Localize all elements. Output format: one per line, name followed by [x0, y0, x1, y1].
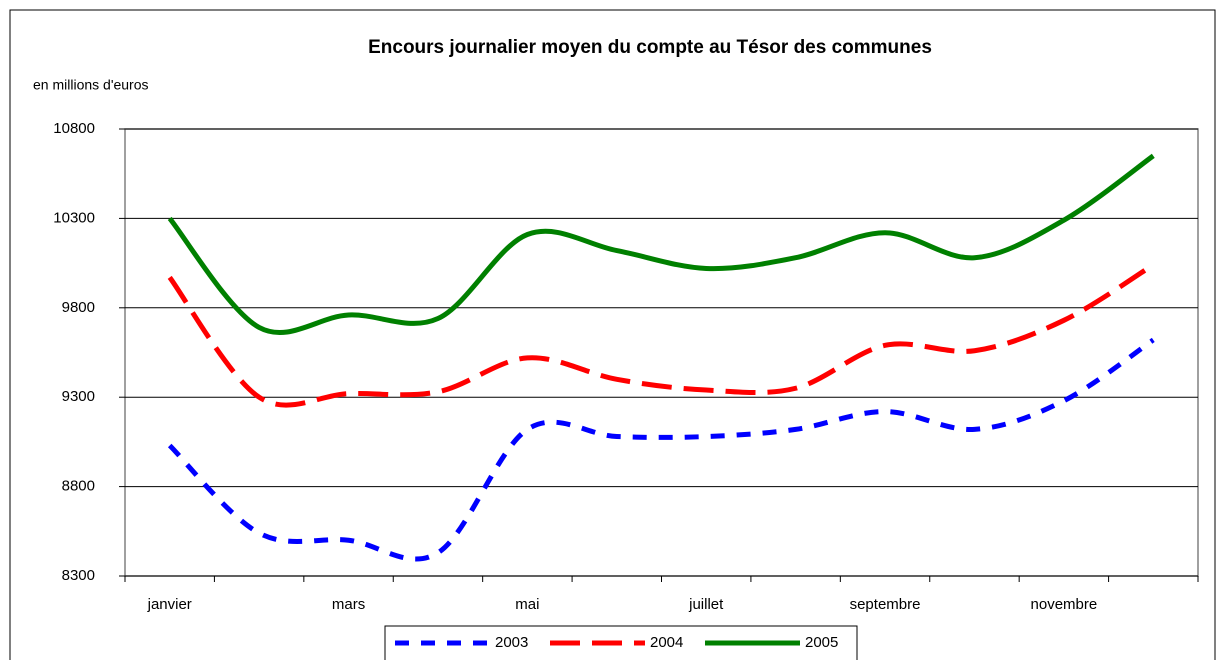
series-line: [167, 262, 1155, 408]
y-tick-label: 10300: [53, 209, 95, 226]
x-tick-label: septembre: [850, 596, 921, 613]
x-tick-label: juillet: [688, 596, 724, 613]
chart-title: Encours journalier moyen du compte au Té…: [368, 37, 932, 58]
legend-label: 2005: [805, 634, 838, 651]
x-tick-label: mars: [332, 596, 365, 613]
y-axis-label: en millions d'euros: [33, 77, 149, 93]
y-tick-label: 10800: [53, 120, 95, 137]
legend-label: 2003: [495, 634, 528, 651]
x-tick-label: novembre: [1031, 596, 1098, 613]
x-tick-label: janvier: [147, 596, 192, 613]
legend-label: 2004: [650, 634, 683, 651]
y-tick-label: 9300: [62, 388, 95, 405]
plot-area: [124, 128, 1199, 577]
x-tick-label: mai: [515, 596, 539, 613]
y-tick-label: 9800: [62, 299, 95, 316]
y-tick-label: 8300: [62, 567, 95, 584]
y-tick-label: 8800: [62, 478, 95, 495]
series-line: [167, 337, 1155, 562]
series-line: [167, 153, 1155, 335]
